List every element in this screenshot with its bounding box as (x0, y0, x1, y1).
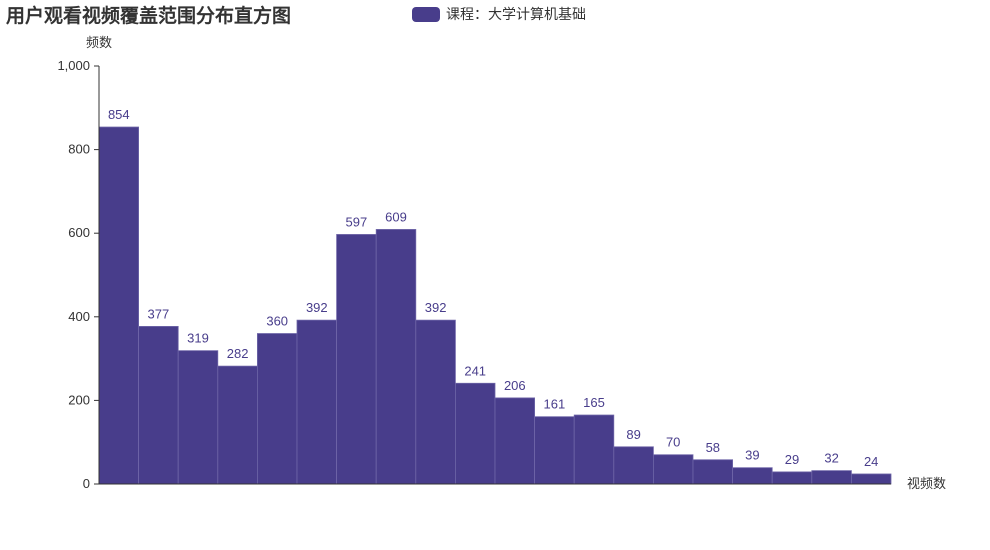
histogram-bar[interactable] (613, 446, 654, 485)
legend-label: 课程：大学计算机基础 (446, 6, 586, 22)
bar-value-label: 597 (346, 214, 368, 229)
bar-value-label: 392 (425, 300, 447, 315)
histogram-bar[interactable] (296, 319, 337, 485)
bar-value-label: 39 (745, 448, 759, 463)
bar-value-label: 161 (544, 397, 566, 412)
histogram-bar[interactable] (98, 126, 139, 485)
bar-value-label: 609 (385, 209, 407, 224)
bar-value-label: 360 (266, 314, 288, 329)
bar-value-label: 165 (583, 395, 605, 410)
histogram-bar[interactable] (494, 397, 535, 485)
histogram-bar[interactable] (454, 382, 496, 485)
bar-value-label: 32 (824, 451, 838, 466)
histogram-bar[interactable] (534, 416, 575, 485)
histogram-bar[interactable] (653, 454, 694, 485)
histogram-bar[interactable] (256, 333, 298, 485)
bar-value-label: 854 (108, 107, 130, 122)
histogram-bar[interactable] (692, 459, 733, 485)
y-tick-label: 1,000 (57, 58, 90, 73)
bar-value-label: 58 (706, 440, 720, 455)
y-axis: 0 200 400 600 800 1,000 (57, 58, 100, 491)
legend[interactable]: 课程：大学计算机基础 (412, 4, 586, 24)
bar-value-label: 24 (864, 454, 878, 469)
bar-value-label: 29 (785, 452, 799, 467)
bar-value-label: 241 (464, 363, 486, 378)
bar-value-label: 206 (504, 378, 526, 393)
bar-value-label: 377 (148, 306, 170, 321)
histogram-bar[interactable] (217, 365, 258, 485)
bar-value-label: 319 (187, 331, 209, 346)
y-tick-label: 0 (83, 476, 90, 491)
chart-title: 用户观看视频覆盖范围分布直方图 (6, 6, 292, 27)
legend-swatch (412, 6, 440, 22)
y-axis-label: 频数 (86, 35, 112, 50)
histogram-bar[interactable] (177, 350, 219, 485)
histogram-bar[interactable] (415, 319, 456, 485)
histogram-bar[interactable] (138, 326, 179, 485)
y-tick-label: 200 (68, 392, 90, 407)
y-tick-label: 600 (68, 225, 90, 240)
histogram-bar[interactable] (851, 473, 892, 485)
y-tick-label: 400 (68, 309, 90, 324)
histogram-bar[interactable] (573, 414, 615, 485)
bars-group (98, 126, 892, 485)
histogram-bar[interactable] (771, 471, 813, 485)
histogram-bar[interactable] (732, 467, 773, 485)
histogram-bar[interactable] (811, 470, 852, 485)
bar-value-label: 70 (666, 435, 680, 450)
y-tick-label: 800 (68, 142, 90, 157)
data-labels-group: 854 377 319 282 360 392 597 609 392 241 206 161 165 8… (108, 107, 878, 469)
histogram-bar[interactable] (375, 229, 417, 485)
histogram-bar[interactable] (336, 234, 377, 485)
x-axis-label: 视频数 (907, 476, 946, 491)
bar-value-label: 89 (626, 427, 640, 442)
bar-value-label: 392 (306, 300, 328, 315)
bar-value-label: 282 (227, 346, 249, 361)
